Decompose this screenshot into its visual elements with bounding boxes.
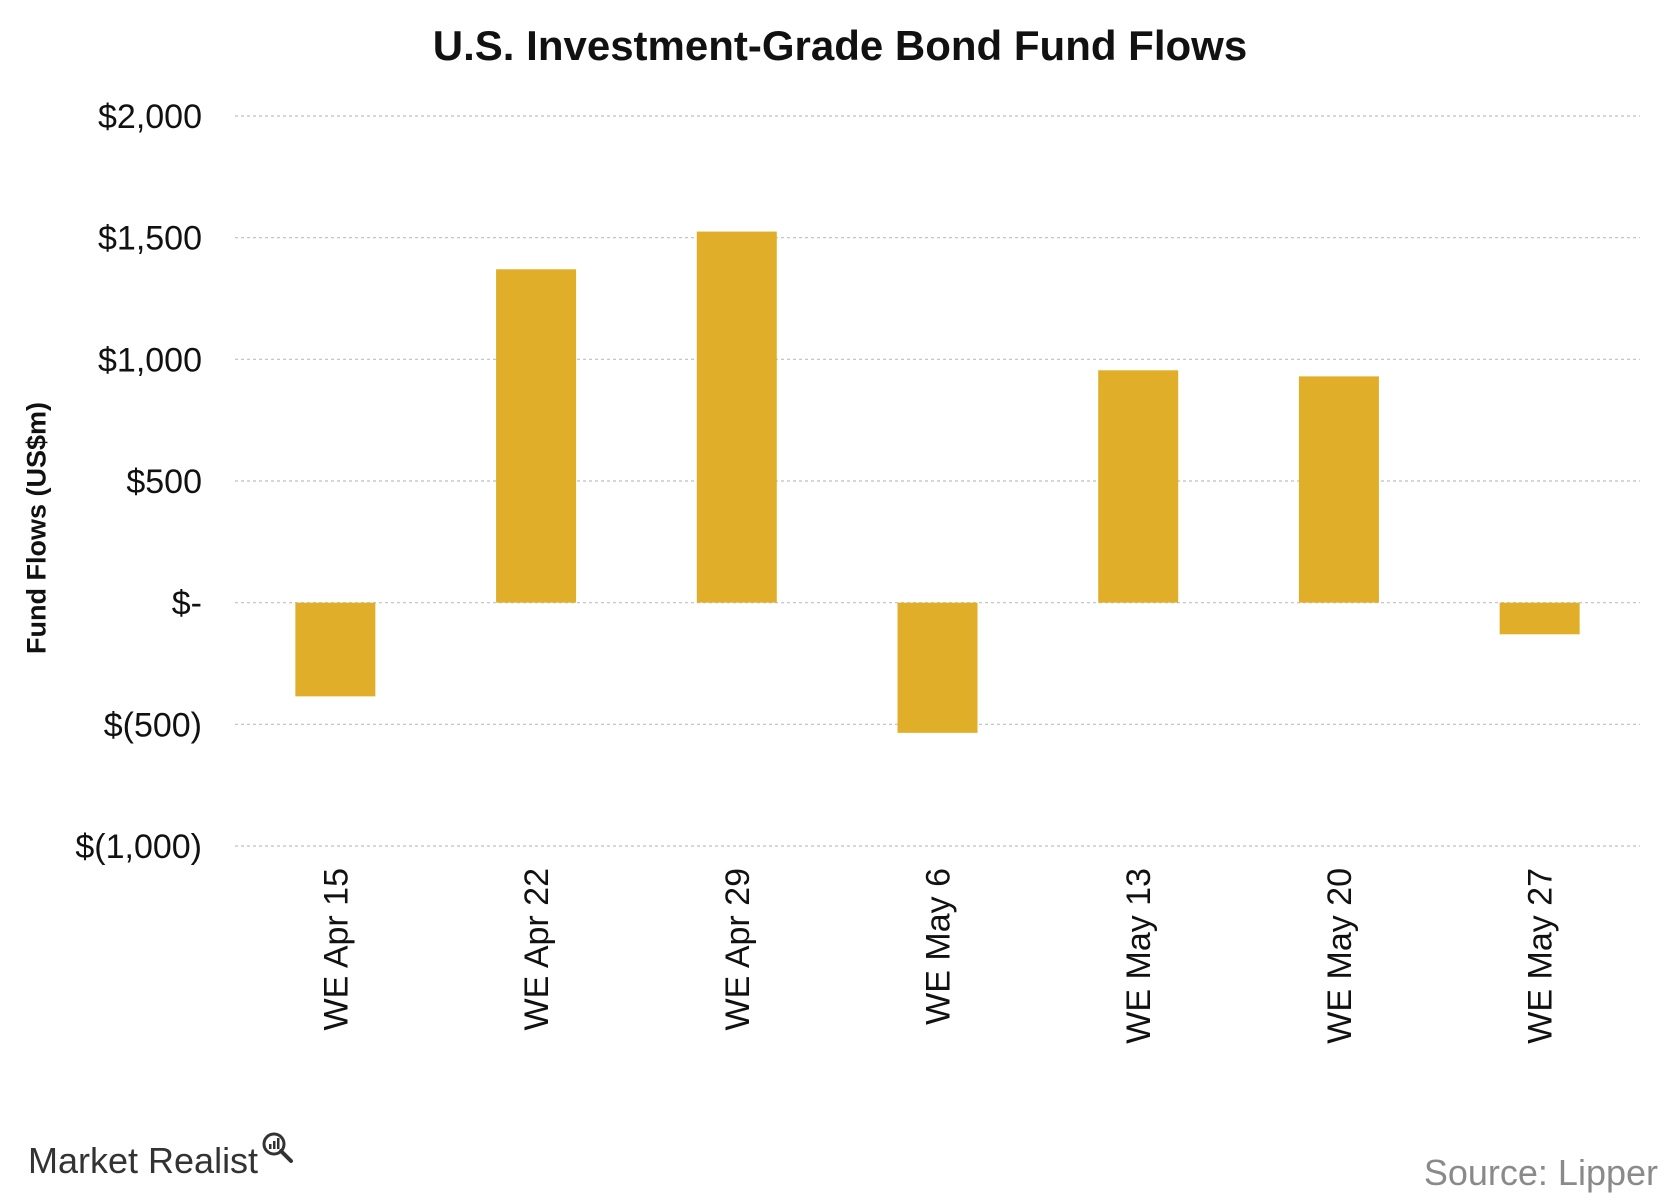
brand-logo: Market Realist	[28, 1132, 294, 1182]
bar	[897, 602, 978, 733]
x-tick-label: WE May 13	[1120, 868, 1158, 1044]
source-note: Source: Lipper	[1423, 1152, 1658, 1193]
y-tick-label: $-	[172, 585, 202, 623]
bar	[1098, 370, 1179, 603]
x-tick-label: WE May 20	[1321, 868, 1359, 1044]
bar	[1298, 376, 1379, 603]
chart-title: U.S. Investment-Grade Bond Fund Flows	[432, 22, 1248, 69]
plot-area: $2,000 $1,500 $1,000 $500 $- $(500) $(1,000) WE…	[75, 98, 1640, 1044]
y-tick-label: $(500)	[104, 706, 202, 744]
y-tick-label: $1,000	[98, 341, 202, 379]
bar	[295, 602, 376, 697]
magnifier-chart-icon	[260, 1130, 294, 1173]
bar	[496, 269, 577, 603]
brand-name: Market Realist	[28, 1140, 259, 1181]
x-tick-label: WE May 27	[1522, 868, 1560, 1044]
x-tick-label: WE Apr 29	[719, 868, 757, 1031]
y-tick-label: $(1,000)	[75, 828, 202, 866]
bar	[696, 231, 777, 603]
y-tick-label: $1,500	[98, 220, 202, 258]
x-tick-label: WE Apr 15	[317, 868, 355, 1031]
x-tick-label: WE May 6	[920, 868, 958, 1025]
bar	[1499, 602, 1580, 635]
x-tick-label: WE Apr 22	[518, 868, 556, 1031]
y-tick-label: $500	[126, 463, 202, 501]
y-tick-label: $2,000	[98, 98, 202, 136]
